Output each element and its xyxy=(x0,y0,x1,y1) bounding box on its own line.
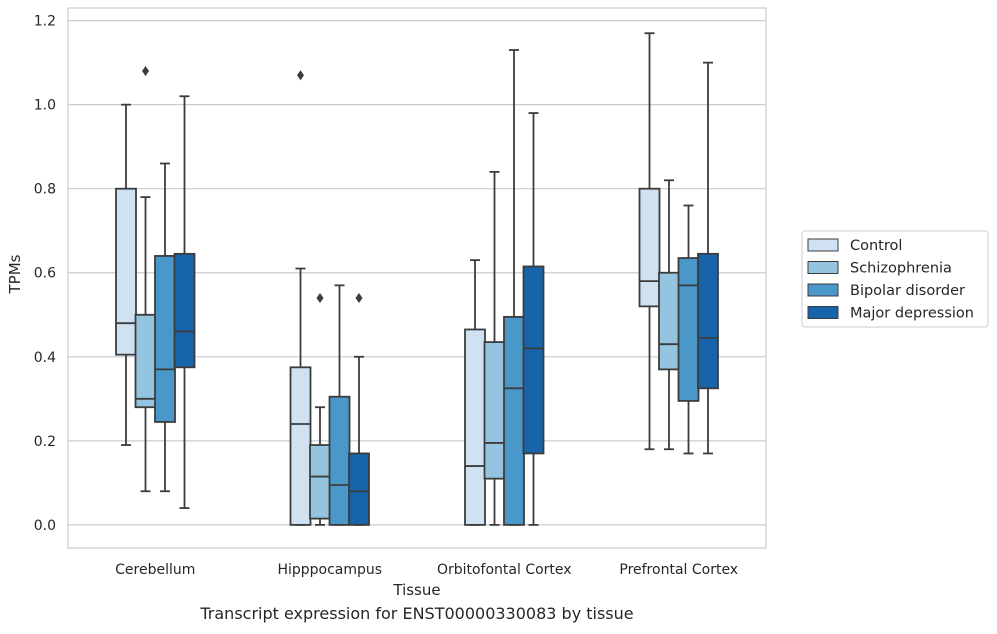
box-iqr xyxy=(658,271,680,371)
x-axis-label: Tissue xyxy=(392,581,440,599)
y-tick-label: 0.6 xyxy=(34,266,56,282)
box-iqr xyxy=(697,252,719,390)
y-tick-label: 1.0 xyxy=(34,98,56,114)
outlier-point xyxy=(297,70,304,81)
legend-label: Bipolar disorder xyxy=(850,283,965,299)
box-control xyxy=(115,103,137,446)
x-tick-labels: Cerebellum Hipppocampus Orbitofontal Corte… xyxy=(115,562,738,578)
box-iqr xyxy=(115,187,137,356)
y-tick-label: 0.4 xyxy=(34,350,56,366)
legend-swatch xyxy=(807,238,839,252)
box-series xyxy=(115,32,719,526)
box-iqr xyxy=(483,341,506,480)
legend: Control Schizophrenia Bipolar disorder Majo… xyxy=(801,230,989,328)
box-iqr xyxy=(154,255,176,423)
x-tick-label: Hipppocampus xyxy=(277,562,382,578)
y-tick-label: 0.8 xyxy=(34,182,56,198)
outlier-point xyxy=(142,66,149,77)
legend-label: Schizophrenia xyxy=(850,261,952,277)
plot-area-frame xyxy=(67,7,767,549)
box-bipolar-disorder xyxy=(677,204,700,455)
box-bipolar-disorder xyxy=(328,284,351,526)
outlier-point xyxy=(316,292,324,303)
chart-caption: Transcript expression for ENST0000033008… xyxy=(200,604,634,623)
legend-label: Major depression xyxy=(850,306,974,322)
box-major-depression xyxy=(173,95,196,509)
box-bipolar-disorder xyxy=(503,49,525,526)
box-major-depression xyxy=(522,112,545,526)
y-tick-label: 1.2 xyxy=(34,14,56,30)
legend-frame xyxy=(801,230,989,328)
y-tick-label: 0.2 xyxy=(34,434,56,450)
box-control xyxy=(464,259,486,526)
box-iqr xyxy=(348,452,370,526)
legend-swatch xyxy=(807,283,839,297)
box-bipolar-disorder xyxy=(154,162,176,493)
box-iqr xyxy=(464,328,486,526)
box-schizophrenia xyxy=(134,66,157,493)
y-tick-label: 0.0 xyxy=(34,518,56,534)
legend-label: Control xyxy=(850,238,902,254)
box-control xyxy=(289,70,312,526)
y-tick-labels: 0.0 0.2 0.4 0.6 0.8 1.0 1.2 xyxy=(34,14,56,534)
box-iqr xyxy=(173,252,196,369)
box-iqr xyxy=(289,366,312,526)
box-iqr xyxy=(309,444,331,520)
y-axis-label: TPMs xyxy=(6,254,24,294)
box-major-depression xyxy=(697,61,719,455)
box-schizophrenia xyxy=(309,292,331,526)
x-tick-label: Cerebellum xyxy=(115,562,195,578)
x-tick-label: Prefrontal Cortex xyxy=(619,562,738,578)
box-control xyxy=(638,32,661,451)
box-iqr xyxy=(522,265,545,455)
x-tick-label: Orbitofontal Cortex xyxy=(437,562,572,578)
box-iqr xyxy=(638,187,661,308)
outlier-point xyxy=(355,292,363,303)
box-schizophrenia xyxy=(658,179,680,451)
box-iqr xyxy=(328,395,351,526)
legend-swatch xyxy=(807,306,839,319)
legend-swatch xyxy=(807,261,839,274)
box-schizophrenia xyxy=(483,170,506,526)
box-major-depression xyxy=(348,292,370,526)
box-iqr xyxy=(503,315,525,526)
box-iqr xyxy=(677,257,700,402)
box-iqr xyxy=(134,313,157,409)
